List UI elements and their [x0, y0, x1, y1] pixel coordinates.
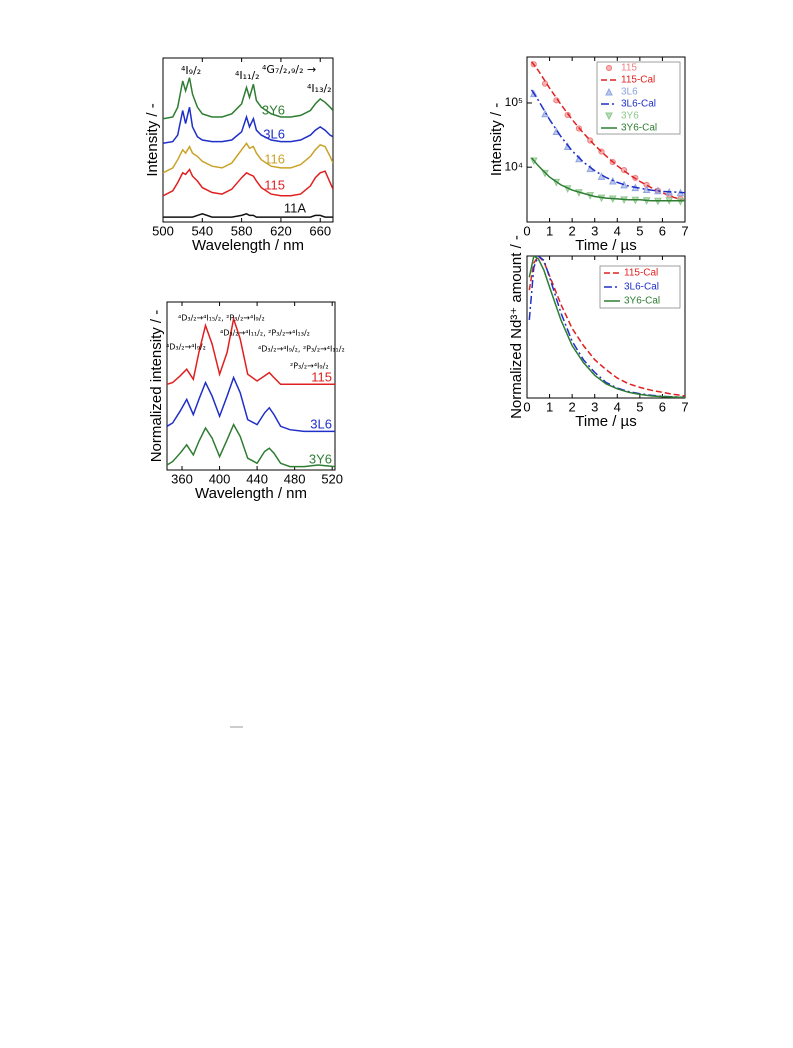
- annotation: ⁴G₇/₂,₉/₂ →: [262, 63, 316, 76]
- annotation: ⁴I₁₃/₂: [307, 82, 332, 95]
- legend-label: 3Y6: [621, 111, 639, 122]
- annotation: ⁴D₃/₂→⁴I₁₅/₂, ²P₃/₂→⁴I₉/₂: [178, 314, 265, 323]
- plot-frame: [162, 57, 334, 223]
- series-line: [528, 256, 685, 398]
- data-point: [605, 64, 613, 72]
- series-label: 3L6: [263, 126, 285, 141]
- y-axis-label: Intensity / -: [488, 103, 505, 176]
- annotation: ²P₃/₂→⁴I₉/₂: [290, 362, 329, 371]
- annotation: ⁴D₃/₂→⁴I₁₁/₂, ²P₃/₂→⁴I₁₃/₂: [220, 329, 310, 338]
- x-tick-label: 3: [591, 399, 598, 414]
- x-tick-label: 440: [246, 471, 268, 486]
- x-tick-label: 500: [152, 223, 174, 238]
- plot-frame: [526, 255, 686, 399]
- x-tick-label: 1: [546, 223, 553, 238]
- data-point: [620, 180, 628, 189]
- legend-label: 115-Cal: [624, 268, 658, 279]
- x-tick-label: 5: [636, 223, 643, 238]
- series-line: [163, 107, 333, 145]
- data-point: [676, 198, 685, 206]
- x-tick-label: 580: [231, 223, 253, 238]
- x-tick-label: 0: [523, 223, 530, 238]
- x-axis-label: Wavelength / nm: [192, 237, 304, 254]
- annotation: ⁴D₃/₂→⁴I₉/₂: [166, 343, 206, 352]
- series-line: [167, 315, 335, 386]
- y-tick-label: 10⁵: [505, 95, 523, 109]
- y-axis-label: Intensity / -: [144, 103, 161, 176]
- x-tick-label: 480: [284, 471, 306, 486]
- series-label: 115: [311, 369, 332, 384]
- y-axis-label: Normalized intensity / -: [148, 310, 165, 463]
- series-line: [163, 168, 333, 197]
- x-tick-label: 2: [569, 223, 576, 238]
- x-tick-label: 620: [270, 223, 292, 238]
- x-tick-label: 400: [209, 471, 231, 486]
- series-line: [167, 375, 335, 433]
- x-tick-label: 520: [321, 471, 343, 486]
- series-label: 116: [264, 151, 285, 166]
- data-point: [605, 112, 613, 121]
- x-tick-label: 7: [681, 223, 688, 238]
- series-line: [163, 141, 333, 174]
- legend-label: 3L6-Cal: [624, 282, 659, 293]
- legend-label: 3Y6-Cal: [621, 123, 657, 134]
- annotation: ⁴I₉/₂: [181, 64, 201, 77]
- x-tick-label: 5: [636, 399, 643, 414]
- x-axis-label: Time / µs: [575, 413, 636, 430]
- x-tick-label: 660: [309, 223, 331, 238]
- panel: 0 1 2 3 4 5 6 7 Time / µs Normalized Nd³⁺ amount …: [508, 235, 689, 430]
- x-tick-label: 6: [659, 399, 666, 414]
- data-point: [605, 87, 613, 96]
- legend-label: 115-Cal: [621, 75, 655, 86]
- panel: 500 540 580 620 660 Wavelength / nm Intensity …: [144, 57, 334, 254]
- x-tick-label: 4: [614, 399, 621, 414]
- series-label: 3L6: [310, 416, 332, 431]
- series-line: [167, 422, 335, 468]
- x-tick-label: 360: [171, 471, 193, 486]
- legend-label: 3L6-Cal: [621, 99, 656, 110]
- x-axis-label: Wavelength / nm: [195, 485, 307, 502]
- series-line: [163, 77, 333, 120]
- x-axis-label: Time / µs: [575, 237, 636, 254]
- plot-frame: [166, 301, 336, 471]
- x-tick-label: 0: [523, 399, 530, 414]
- legend-label: 3Y6-Cal: [624, 296, 660, 307]
- x-tick-label: 2: [569, 399, 576, 414]
- x-tick-label: 4: [614, 223, 621, 238]
- series-label: 3Y6: [309, 451, 332, 466]
- series-line: [163, 212, 333, 218]
- panel: 0 1 2 3 4 5 6 7 10⁴ 10⁵ Time / µs Intensity / - 1151…: [488, 56, 689, 254]
- legend-label: 3L6: [621, 87, 638, 98]
- series-line: [530, 89, 685, 194]
- series-label: 115: [264, 177, 285, 192]
- x-tick-label: 1: [546, 399, 553, 414]
- series-line: [530, 157, 685, 202]
- x-tick-label: 540: [191, 223, 213, 238]
- legend-box: [596, 61, 681, 135]
- data-point: [541, 80, 549, 87]
- legend-label: 115: [621, 63, 637, 74]
- x-tick-label: 3: [591, 223, 598, 238]
- x-tick-label: 7: [681, 399, 688, 414]
- series-label: 11A: [284, 200, 306, 215]
- annotation: ⁴D₃/₂→⁴I₉/₂, ²P₃/₂→⁴I₁₁/₂: [258, 345, 345, 354]
- x-tick-label: 6: [659, 223, 666, 238]
- annotation: ⁴I₁₁/₂: [235, 69, 260, 82]
- series-label: 3Y6: [262, 102, 285, 117]
- panel: 360 400 440 480 520 Wavelength / nm Normalized…: [148, 301, 345, 502]
- data-point: [541, 109, 549, 118]
- plot-frame: [526, 56, 686, 223]
- y-tick-label: 10⁴: [504, 159, 523, 173]
- y-axis-label: Normalized Nd³⁺ amount / -: [508, 235, 525, 419]
